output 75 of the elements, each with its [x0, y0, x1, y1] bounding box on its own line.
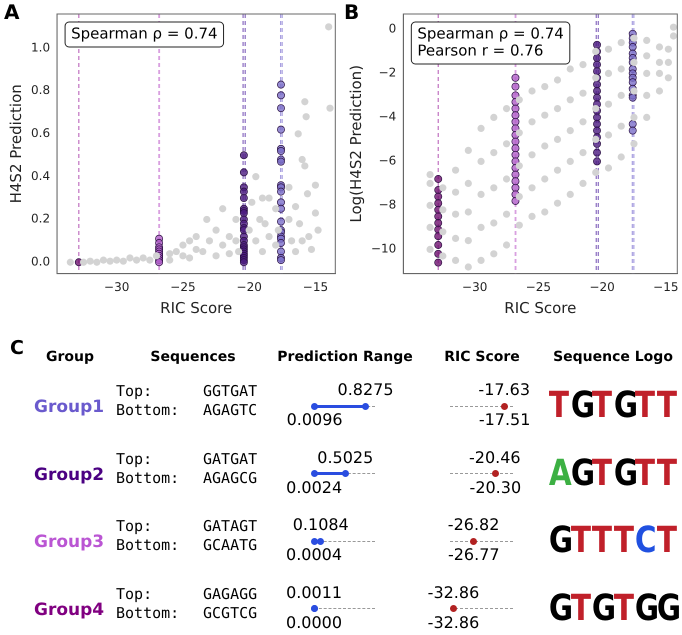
x-tick-label: −30 — [462, 280, 488, 294]
text: Top: — [116, 382, 152, 400]
text: 0.1084 — [292, 515, 349, 534]
text: GCAATG — [203, 536, 258, 554]
y-tick-label: 0.4 — [30, 168, 50, 183]
x-axis-title: RIC Score — [160, 298, 232, 317]
text: Group1 — [34, 397, 104, 417]
text: -32.86 — [428, 582, 480, 602]
text: -17.63 — [478, 380, 530, 399]
y-tick-label: −2 — [378, 66, 396, 80]
y-axis-title: Log(H4S2 Prediction) — [346, 64, 365, 223]
annotation: Pearson r = 0.76 — [417, 41, 544, 60]
y-tick-label: −6 — [378, 154, 396, 168]
text: 0.8275 — [338, 380, 394, 399]
y-tick-label: 0.6 — [30, 126, 50, 140]
text: C — [10, 337, 24, 359]
annotation: Spearman ρ = 0.74 — [417, 24, 564, 42]
text: 0.0011 — [286, 582, 342, 602]
text: Bottom: — [116, 536, 180, 554]
text: GTTTCT — [548, 519, 677, 563]
text: Group2 — [34, 464, 104, 484]
text: GGTGAT — [203, 382, 258, 400]
annotation: Spearman ρ = 0.74 — [71, 24, 218, 42]
text: AGAGCG — [203, 468, 258, 486]
text: 0.5025 — [317, 448, 374, 466]
text: Top: — [116, 584, 152, 602]
text: -26.77 — [448, 545, 500, 564]
text: -20.30 — [470, 478, 522, 496]
text: GTGTGG — [548, 586, 681, 630]
x-tick-label: −25 — [526, 280, 552, 294]
text: Group3 — [34, 532, 104, 552]
text: -17.51 — [478, 410, 530, 429]
x-axis-title: RIC Score — [504, 298, 576, 317]
y-tick-label: −8 — [378, 198, 396, 212]
text: AGTGTT — [548, 452, 677, 496]
text: Bottom: — [116, 604, 180, 622]
x-tick-label: −20 — [236, 280, 262, 294]
text: Top: — [116, 517, 152, 535]
text: 0.0004 — [286, 545, 342, 564]
text: GATGAT — [203, 450, 258, 468]
text: -20.46 — [469, 448, 521, 466]
text: 0.0000 — [286, 612, 342, 632]
text: Sequences — [150, 349, 236, 365]
text: Sequence Logo — [553, 349, 673, 365]
y-tick-label: −10 — [370, 242, 396, 256]
text: 0.0096 — [286, 410, 343, 429]
chart-title: B — [344, 0, 360, 24]
y-tick-label: 1.0 — [30, 40, 50, 54]
text: Group — [46, 349, 94, 365]
text: GCGTCG — [203, 604, 258, 622]
y-tick-label: 0.2 — [30, 212, 50, 226]
y-tick-label: 0.8 — [30, 83, 50, 98]
text: -32.86 — [428, 612, 480, 632]
text: GAGAGG — [203, 584, 258, 602]
text: Bottom: — [116, 401, 180, 419]
text: Top: — [116, 450, 152, 468]
text: Group4 — [34, 600, 104, 620]
text: Bottom: — [116, 468, 180, 486]
text: RIC Score — [444, 349, 520, 365]
y-tick-label: 0.0 — [30, 254, 50, 268]
chart-title: A — [4, 0, 20, 24]
text: AGAGTC — [203, 401, 258, 419]
text: 0.0024 — [286, 478, 342, 496]
y-tick-label: −4 — [378, 110, 396, 124]
text: TGTGTT — [548, 384, 677, 428]
x-tick-label: −25 — [170, 280, 196, 294]
x-tick-label: −20 — [589, 280, 615, 294]
text: GATAGT — [203, 517, 258, 535]
text: Prediction Range — [277, 349, 413, 365]
y-axis-title: H4S2 Prediction — [6, 84, 25, 204]
y-tick-label: 0 — [388, 22, 396, 36]
x-tick-label: −15 — [302, 280, 328, 294]
x-tick-label: −15 — [653, 280, 678, 294]
text: -26.82 — [448, 515, 500, 534]
x-tick-label: −30 — [104, 280, 130, 294]
